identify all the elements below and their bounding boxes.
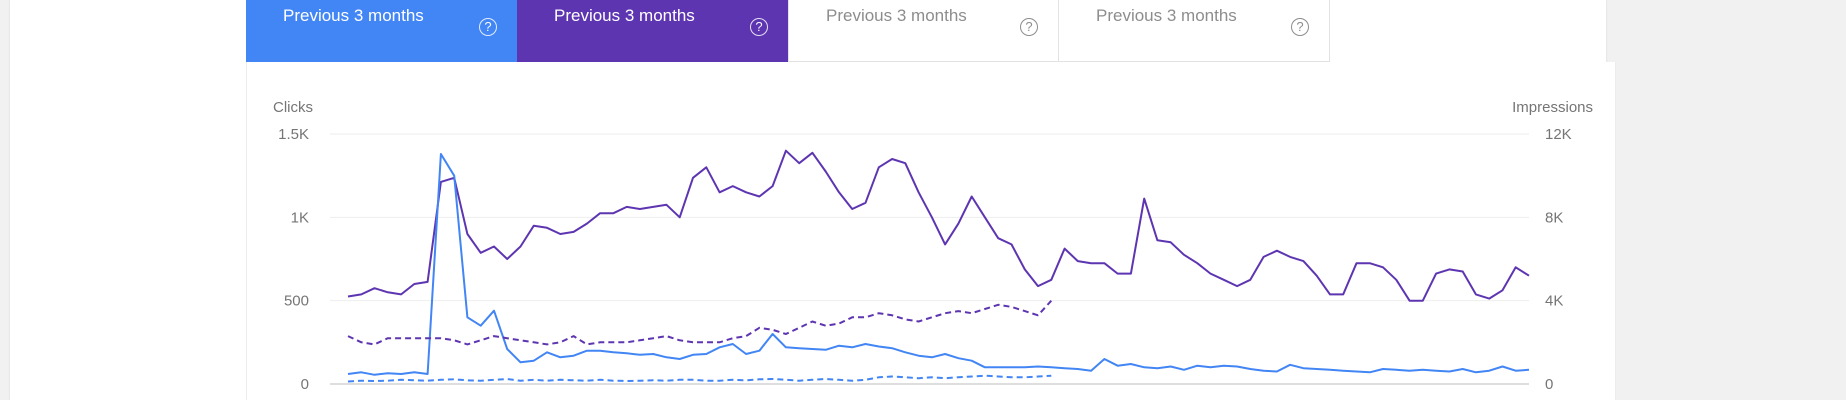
chart-svg: Clicks Impressions 0 0 500 4K 1K 8K 1.5K 12K xyxy=(273,99,1593,393)
right-tick-label: 0 xyxy=(1545,376,1553,393)
clicks-line[interactable] xyxy=(347,153,1530,376)
right-axis-title: Impressions xyxy=(1512,99,1593,116)
impressions-comparison-line[interactable] xyxy=(347,300,1053,346)
help-icon[interactable]: ? xyxy=(1020,18,1038,36)
left-tick-label: 1.5K xyxy=(278,126,309,143)
help-icon[interactable]: ? xyxy=(1291,18,1309,36)
metric-tabs: Previous 3 months ? Previous 3 months ? … xyxy=(246,0,1330,62)
tab-average-ctr[interactable]: Previous 3 months ? xyxy=(788,0,1059,62)
left-axis-title: Clicks xyxy=(273,99,313,116)
left-tick-label: 1K xyxy=(291,209,309,226)
help-icon[interactable]: ? xyxy=(750,18,768,36)
tab-total-impressions[interactable]: Previous 3 months ? xyxy=(517,0,788,62)
tab-label: Previous 3 months xyxy=(554,6,695,25)
performance-card: Previous 3 months ? Previous 3 months ? … xyxy=(10,0,1616,400)
left-tick-label: 0 xyxy=(301,376,309,393)
tab-label: Previous 3 months xyxy=(826,6,967,25)
grid-layer xyxy=(330,133,1529,385)
tab-average-position[interactable]: Previous 3 months ? xyxy=(1059,0,1330,62)
series-layer xyxy=(347,149,1530,383)
tab-total-clicks[interactable]: Previous 3 months ? xyxy=(246,0,517,62)
clicks-comparison-line[interactable] xyxy=(347,374,1052,383)
right-tick-label: 4K xyxy=(1545,293,1563,310)
left-tick-label: 500 xyxy=(284,293,309,310)
axis-layer: Clicks Impressions 0 0 500 4K 1K 8K 1.5K 12K xyxy=(273,99,1593,393)
right-tick-label: 12K xyxy=(1545,126,1572,143)
help-icon[interactable]: ? xyxy=(479,18,497,36)
tab-label: Previous 3 months xyxy=(283,6,424,25)
right-tick-label: 8K xyxy=(1545,209,1563,226)
tab-label: Previous 3 months xyxy=(1096,6,1237,25)
impressions-line[interactable] xyxy=(347,149,1530,302)
performance-chart: Clicks Impressions 0 0 500 4K 1K 8K 1.5K 12K xyxy=(246,62,1616,400)
